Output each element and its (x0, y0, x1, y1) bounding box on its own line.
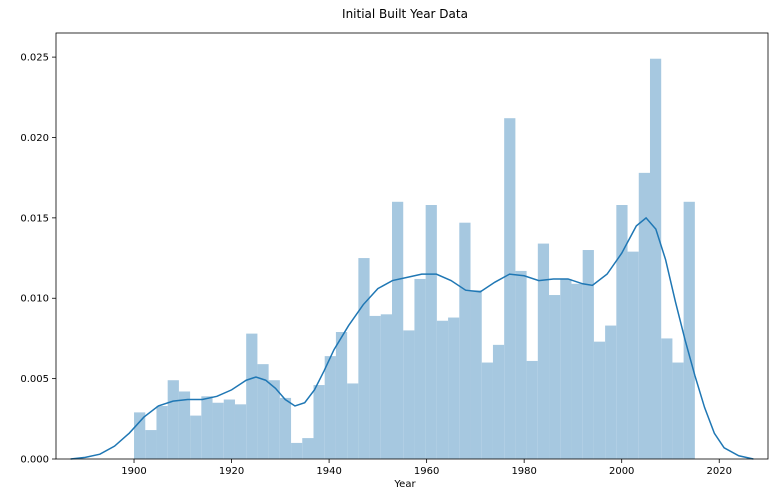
histogram-bar (167, 380, 179, 459)
x-tick-label: 2000 (609, 466, 634, 477)
histogram-bar (156, 405, 168, 459)
histogram-bar (571, 283, 583, 459)
histogram-bar (616, 205, 628, 459)
histogram-bar (291, 442, 303, 459)
histogram-bar (526, 360, 538, 459)
x-tick-label: 1940 (316, 466, 341, 477)
histogram-bar (425, 205, 437, 459)
histogram-bar (683, 201, 695, 460)
histogram-bar (649, 58, 662, 459)
x-tick-label: 1980 (511, 466, 536, 477)
histogram-bar (627, 251, 639, 459)
histogram-bar (392, 201, 404, 460)
histogram-bar (515, 270, 527, 459)
histogram-bar (335, 332, 348, 459)
histogram-bar (672, 362, 684, 459)
histogram-bar (403, 330, 415, 459)
x-tick-label: 1900 (121, 466, 146, 477)
histogram-bar (134, 412, 146, 459)
histogram-bar (347, 383, 359, 459)
histogram-bar (504, 118, 516, 459)
histogram-bar (234, 404, 247, 459)
histogram-bar (369, 315, 381, 459)
histogram-bar (279, 397, 292, 459)
histogram-bar (145, 430, 157, 459)
histogram-bar (605, 325, 617, 459)
histogram-bar (448, 317, 460, 459)
histogram-bar (593, 341, 606, 459)
histogram-bar (481, 362, 493, 459)
histogram-bar (459, 222, 471, 459)
histogram-bar (436, 320, 449, 459)
histogram-bar (492, 344, 505, 459)
plot-frame (55, 32, 769, 460)
kde-line (70, 216, 754, 460)
histogram-bar (549, 295, 561, 459)
y-tick-label: 0.000 (20, 455, 49, 466)
histogram-bar (358, 258, 370, 459)
histogram-bar (257, 364, 269, 459)
histogram-bar (560, 278, 572, 459)
histogram-bar (201, 396, 213, 459)
histogram-bar (638, 172, 650, 460)
x-tick-label: 2020 (707, 466, 732, 477)
histogram-bar (537, 243, 550, 459)
y-tick-label: 0.015 (20, 213, 49, 224)
histogram-bar (246, 333, 258, 459)
y-axis: 0.000 0.005 0.010 0.015 0.020 0.025 (20, 53, 56, 466)
x-tick-label: 1920 (219, 466, 244, 477)
histogram-bar (302, 438, 314, 459)
x-axis: 1900 1920 1940 1960 1980 2000 2020 (121, 459, 732, 477)
y-tick-label: 0.010 (20, 294, 49, 305)
histogram-bar (380, 314, 393, 459)
y-tick-label: 0.020 (20, 133, 49, 144)
histogram-bar (414, 278, 426, 459)
histogram-bar (661, 338, 673, 459)
histogram-bar (212, 402, 224, 459)
histogram-bar (268, 380, 280, 459)
histogram-bar (324, 356, 336, 459)
x-tick-label: 1960 (414, 466, 439, 477)
histogram-bar (582, 250, 594, 459)
histogram-bars (134, 58, 695, 460)
histogram-bar (313, 385, 325, 459)
plot-area (55, 32, 769, 460)
y-tick-label: 0.025 (20, 53, 49, 64)
x-axis-label: Year (393, 479, 416, 490)
y-tick-label: 0.005 (20, 374, 49, 385)
histogram-bar (178, 391, 191, 459)
chart-title: Initial Built Year Data (342, 7, 468, 21)
histogram-bar (470, 290, 482, 459)
histogram-bar (223, 399, 235, 459)
histogram-bar (190, 415, 202, 459)
